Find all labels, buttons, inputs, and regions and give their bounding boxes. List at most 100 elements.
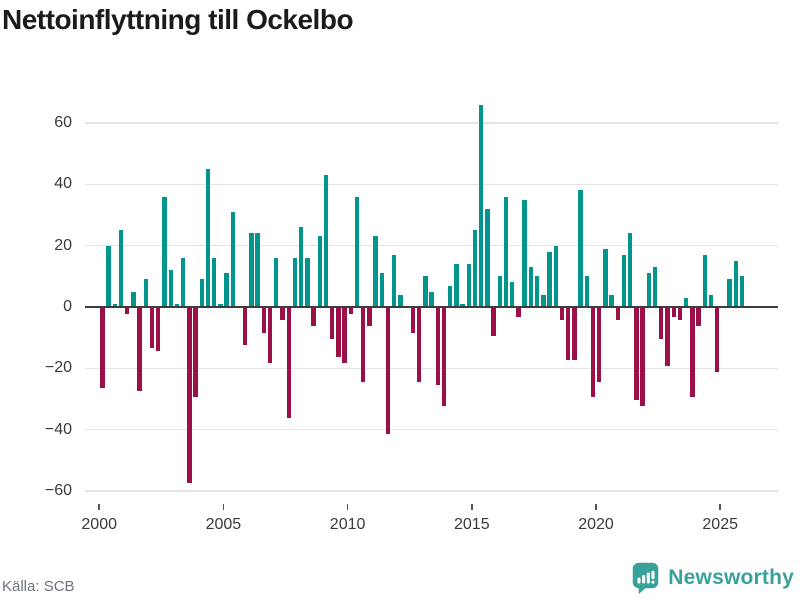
bar <box>541 294 546 307</box>
bar <box>311 308 316 327</box>
y-axis-label: 40 <box>54 175 72 193</box>
x-axis-tick <box>719 504 721 510</box>
bar <box>628 233 633 307</box>
bar <box>367 308 372 327</box>
bar <box>329 308 335 339</box>
bar <box>125 308 130 315</box>
source-caption: Källa: SCB <box>2 578 75 595</box>
x-axis-label: 2015 <box>454 516 490 533</box>
bar <box>385 308 391 434</box>
bar <box>609 294 614 307</box>
bar <box>621 254 627 307</box>
zero-line <box>85 305 778 309</box>
bar <box>267 308 273 364</box>
bar <box>466 264 471 307</box>
bar <box>547 251 552 307</box>
bar <box>180 257 186 307</box>
bar <box>671 308 676 318</box>
bar <box>646 273 652 307</box>
x-axis-label: 2000 <box>81 516 117 533</box>
bar <box>131 291 136 307</box>
bar <box>597 308 602 382</box>
x-axis-label: 2010 <box>329 516 366 533</box>
bar <box>317 236 322 307</box>
bar <box>733 260 738 307</box>
bar <box>522 199 527 307</box>
y-axis-label: −60 <box>44 482 72 500</box>
bar <box>118 230 124 307</box>
bar <box>373 236 378 307</box>
bar <box>423 276 428 307</box>
bar <box>491 308 496 336</box>
bar <box>677 308 683 321</box>
gridline <box>85 122 778 124</box>
x-axis-tick <box>222 504 225 510</box>
bar <box>690 308 695 397</box>
bar <box>255 233 260 307</box>
bar <box>348 308 353 315</box>
bar <box>230 211 235 307</box>
bar <box>354 196 360 307</box>
bar <box>174 303 180 307</box>
bar <box>280 308 285 321</box>
bar <box>708 294 714 307</box>
bar <box>534 276 540 307</box>
bar <box>156 308 161 351</box>
brand-logo[interactable]: Newsworthy <box>631 561 794 595</box>
bar <box>454 264 459 307</box>
bar <box>292 257 298 307</box>
bar <box>112 303 117 307</box>
bar <box>441 308 447 407</box>
bar <box>298 227 304 307</box>
bar <box>410 308 416 333</box>
gridline <box>85 428 778 431</box>
bar <box>485 208 490 307</box>
bar <box>416 308 422 382</box>
bar <box>615 308 621 321</box>
brand-wordmark: Newsworthy <box>668 566 794 589</box>
bar <box>305 257 310 307</box>
bar <box>218 303 223 307</box>
bar <box>143 279 149 307</box>
bar <box>168 270 173 307</box>
bar <box>435 308 440 385</box>
x-axis-label: 2020 <box>578 516 614 533</box>
bar <box>249 233 254 307</box>
chart-title: Nettoinflyttning till Ockelbo <box>2 4 354 35</box>
bar <box>727 279 732 307</box>
bar <box>336 308 341 358</box>
bar <box>702 254 707 307</box>
bar <box>714 308 720 373</box>
bar <box>634 308 639 401</box>
gridline <box>85 367 778 370</box>
bar <box>479 104 484 307</box>
bar <box>342 308 347 364</box>
bar <box>497 276 503 307</box>
x-axis-tick <box>346 504 349 510</box>
bar <box>559 308 565 321</box>
bar <box>211 257 217 307</box>
bar <box>193 308 198 397</box>
bar <box>584 276 589 307</box>
bar <box>739 276 745 307</box>
x-axis-label: 2025 <box>702 516 738 533</box>
x-axis-tick <box>98 504 100 510</box>
bar <box>565 308 571 361</box>
x-axis-label: 2005 <box>205 516 242 533</box>
bar <box>665 308 670 367</box>
bar <box>472 230 478 307</box>
bar <box>590 308 596 397</box>
bar <box>361 308 366 382</box>
bar <box>106 245 111 307</box>
bar <box>503 196 509 307</box>
bar <box>137 308 142 391</box>
bar <box>274 257 279 307</box>
bar <box>187 308 192 483</box>
bar <box>100 308 105 388</box>
bar <box>286 308 291 419</box>
bar <box>516 308 521 318</box>
y-axis-label: −40 <box>44 420 72 438</box>
bar <box>392 254 397 307</box>
x-axis-tick <box>471 504 473 510</box>
